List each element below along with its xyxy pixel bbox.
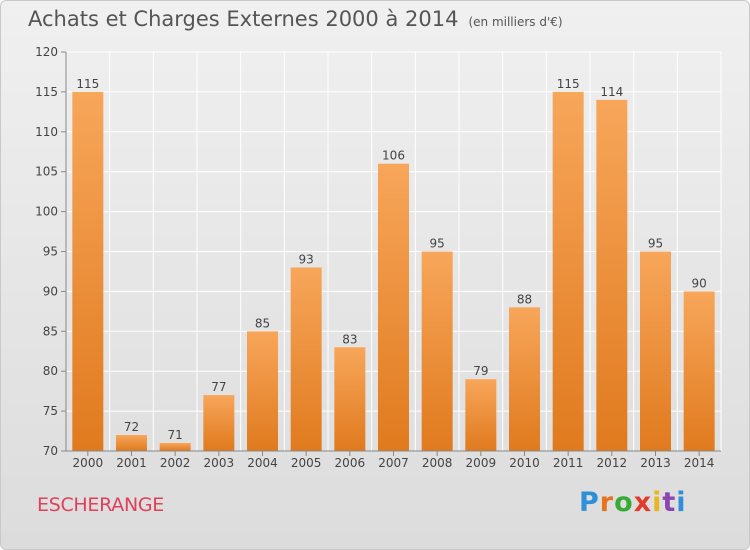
bar bbox=[465, 379, 497, 451]
x-tick-label: 2004 bbox=[247, 456, 278, 470]
bar bbox=[334, 347, 366, 451]
x-tick-label: 2010 bbox=[509, 456, 540, 470]
y-tick-label: 115 bbox=[35, 85, 58, 99]
logo-letter: o bbox=[614, 487, 634, 518]
x-tick-label: 2007 bbox=[378, 456, 409, 470]
bar-value-label: 88 bbox=[517, 292, 532, 306]
bar bbox=[247, 331, 278, 451]
x-tick-label: 2005 bbox=[291, 456, 322, 470]
bar bbox=[683, 291, 715, 451]
bars: 115 72 71 77 85 93 83 106 95 79 88 115 114 95 90 bbox=[72, 77, 715, 452]
x-tick-label: 2000 bbox=[73, 456, 104, 470]
x-tick-label: 2009 bbox=[466, 456, 497, 470]
x-tick-label: 2008 bbox=[422, 456, 453, 470]
bar bbox=[640, 251, 671, 451]
y-tick-label: 120 bbox=[35, 45, 58, 59]
bar-value-label: 95 bbox=[430, 237, 445, 251]
y-tick-label: 90 bbox=[43, 284, 58, 298]
bar bbox=[552, 91, 584, 452]
logo-letter: x bbox=[633, 487, 653, 518]
bar-value-label: 90 bbox=[692, 276, 707, 290]
x-tick-label: 2014 bbox=[684, 456, 715, 470]
bar-value-label: 106 bbox=[382, 149, 405, 163]
bar-value-label: 71 bbox=[168, 428, 183, 442]
bar bbox=[421, 251, 453, 451]
y-tick-label: 110 bbox=[35, 125, 58, 139]
bar bbox=[159, 443, 191, 451]
bar bbox=[378, 163, 409, 451]
logo-letter: t bbox=[662, 487, 677, 518]
y-tick-label: 95 bbox=[43, 245, 58, 259]
logo-letter: r bbox=[599, 487, 615, 518]
bar-value-label: 72 bbox=[124, 420, 139, 434]
logo-letter: P bbox=[579, 487, 600, 518]
unit-label: (en milliers d'€) bbox=[468, 15, 563, 29]
x-tick-label: 2012 bbox=[597, 456, 628, 470]
bar-value-label: 79 bbox=[473, 364, 488, 378]
chart-title-text: Achats et Charges Externes 2000 à 2014 bbox=[28, 7, 459, 31]
logo-letter: i bbox=[652, 487, 663, 518]
bar-value-label: 115 bbox=[557, 77, 580, 91]
axes: 70 75 80 85 90 95 100 105 110 115 120 2000 2001 2002 2… bbox=[35, 45, 721, 470]
bar bbox=[203, 395, 235, 451]
bar-value-label: 77 bbox=[211, 380, 226, 394]
y-tick-label: 80 bbox=[43, 364, 58, 378]
x-tick-label: 2003 bbox=[204, 456, 235, 470]
bar-value-label: 83 bbox=[342, 332, 357, 346]
y-tick-label: 105 bbox=[35, 165, 58, 179]
x-tick-label: 2001 bbox=[116, 456, 147, 470]
x-tick-label: 2011 bbox=[553, 456, 584, 470]
bar-value-label: 93 bbox=[299, 252, 314, 266]
bar-value-label: 114 bbox=[600, 85, 623, 99]
bar bbox=[509, 307, 540, 451]
proxiti-logo: Proxiti bbox=[579, 487, 687, 518]
bar bbox=[116, 435, 147, 451]
bar bbox=[596, 99, 628, 451]
bar-value-label: 95 bbox=[648, 237, 663, 251]
location-label: ESCHERANGE bbox=[37, 494, 164, 516]
bar-value-label: 115 bbox=[76, 77, 99, 91]
y-tick-label: 75 bbox=[43, 404, 58, 418]
y-tick-label: 70 bbox=[43, 444, 58, 458]
bar bbox=[290, 267, 322, 451]
x-tick-label: 2006 bbox=[335, 456, 366, 470]
y-tick-label: 100 bbox=[35, 205, 58, 219]
y-tick-label: 85 bbox=[43, 324, 58, 338]
bar bbox=[72, 91, 104, 452]
x-tick-label: 2002 bbox=[160, 456, 191, 470]
x-tick-label: 2013 bbox=[640, 456, 671, 470]
chart-title: Achats et Charges Externes 2000 à 2014 (e… bbox=[28, 7, 563, 31]
bar-value-label: 85 bbox=[255, 316, 270, 330]
logo-letter: i bbox=[676, 487, 687, 518]
